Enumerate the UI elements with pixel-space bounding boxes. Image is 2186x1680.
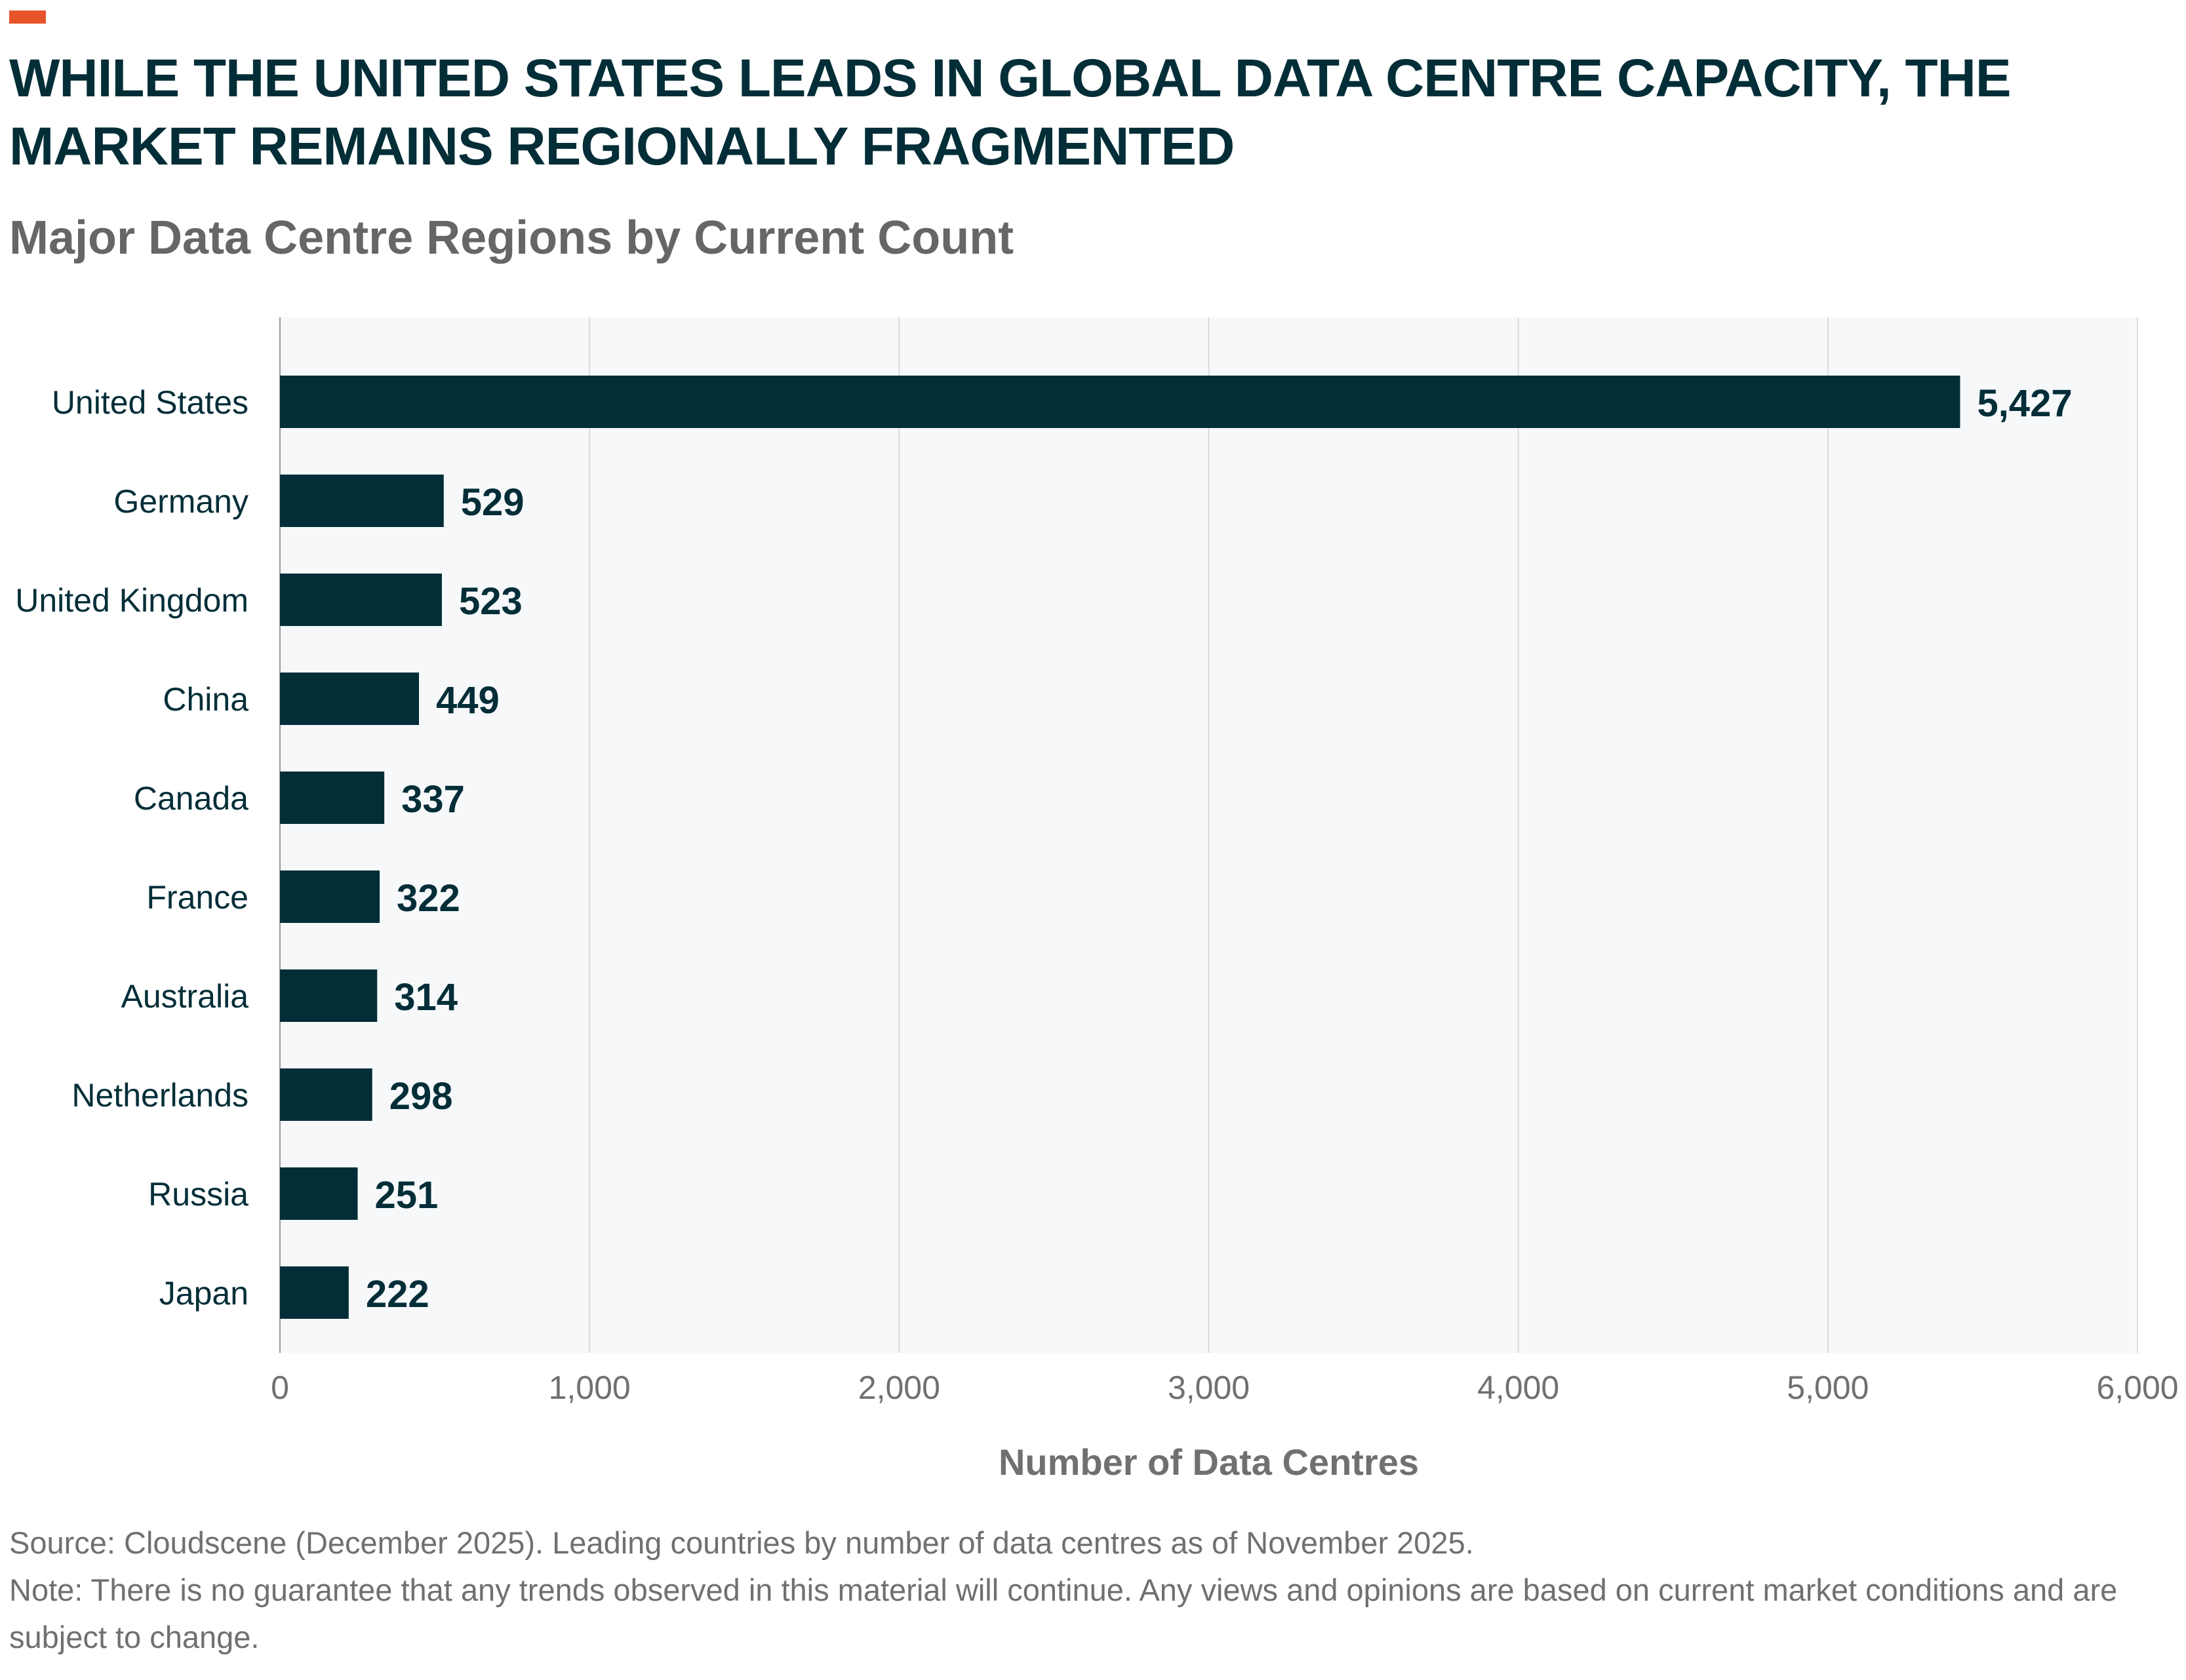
x-tick-label: 6,000 bbox=[2096, 1369, 2178, 1406]
value-label: 251 bbox=[375, 1174, 439, 1217]
category-label: Australia bbox=[121, 978, 248, 1015]
category-label: Russia bbox=[148, 1176, 248, 1213]
value-label: 449 bbox=[436, 679, 500, 722]
x-tick-label: 5,000 bbox=[1787, 1369, 1869, 1406]
footnote: Source: Cloudscene (December 2025). Lead… bbox=[9, 1519, 2147, 1661]
bar bbox=[280, 1068, 372, 1121]
category-label: United Kingdom bbox=[15, 582, 248, 619]
value-label: 298 bbox=[389, 1075, 453, 1118]
bar bbox=[280, 1266, 349, 1319]
value-label: 222 bbox=[366, 1273, 429, 1316]
value-label: 529 bbox=[461, 481, 525, 524]
accent-bar bbox=[9, 10, 46, 24]
bar bbox=[280, 1167, 358, 1220]
x-tick-label: 4,000 bbox=[1477, 1369, 1559, 1406]
bar bbox=[280, 673, 420, 725]
value-label: 337 bbox=[401, 778, 465, 821]
x-axis-title: Number of Data Centres bbox=[999, 1441, 1419, 1483]
category-label: China bbox=[163, 681, 248, 718]
bar bbox=[280, 574, 442, 626]
category-label: Netherlands bbox=[71, 1077, 248, 1114]
category-label: France bbox=[146, 879, 248, 916]
chart-title: WHILE THE UNITED STATES LEADS IN GLOBAL … bbox=[9, 49, 2012, 176]
category-label: Canada bbox=[134, 780, 248, 817]
category-label: United States bbox=[52, 384, 248, 421]
value-label: 314 bbox=[394, 976, 458, 1019]
bar bbox=[280, 969, 378, 1022]
value-label: 523 bbox=[459, 580, 523, 623]
bar-chart: 0 1,000 2,000 3,000 4,000 5,000 6,000 Number of… bbox=[15, 317, 2179, 1483]
category-label: Japan bbox=[159, 1275, 248, 1312]
value-label: 5,427 bbox=[1977, 382, 2072, 425]
x-tick-label: 0 bbox=[271, 1369, 289, 1406]
disclaimer-note: Note: There is no guarantee that any tre… bbox=[9, 1573, 2118, 1654]
x-tick-label: 1,000 bbox=[549, 1369, 631, 1406]
bar bbox=[280, 376, 1960, 428]
x-tick-label: 3,000 bbox=[1168, 1369, 1250, 1406]
category-label: Germany bbox=[113, 483, 248, 520]
bar bbox=[280, 870, 380, 923]
bar bbox=[280, 772, 385, 824]
bar bbox=[280, 475, 444, 527]
source-note: Source: Cloudscene (December 2025). Lead… bbox=[9, 1525, 1474, 1560]
value-label: 322 bbox=[397, 877, 460, 920]
x-tick-label: 2,000 bbox=[858, 1369, 940, 1406]
chart-subtitle: Major Data Centre Regions by Current Cou… bbox=[9, 212, 1014, 264]
